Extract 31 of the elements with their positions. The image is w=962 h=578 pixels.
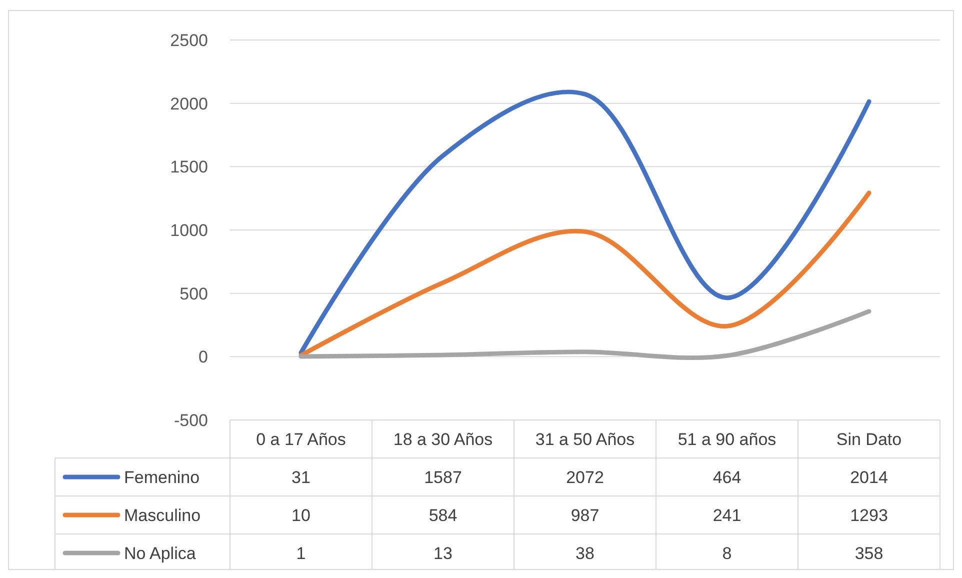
legend-label: Femenino	[124, 468, 200, 487]
legend-label: No Aplica	[124, 544, 196, 563]
data-label: 2072	[566, 468, 604, 487]
x-tick-label: 51 a 90 años	[678, 430, 776, 449]
data-label: 31	[292, 468, 310, 487]
data-label: 38	[576, 544, 594, 563]
data-label: 584	[428, 506, 458, 525]
data-label: 1	[296, 544, 306, 563]
y-tick-label: 500	[180, 284, 208, 304]
line-series	[298, 190, 872, 358]
y-tick-label: 2000	[170, 94, 208, 114]
x-tick-label: 31 a 50 Años	[535, 430, 635, 449]
x-tick-label: 18 a 30 Años	[393, 430, 493, 449]
data-label: 8	[722, 544, 732, 563]
y-tick-label: 0	[198, 348, 208, 367]
y-tick-label: 2500	[170, 30, 208, 50]
y-tick-label: 1500	[170, 158, 208, 177]
data-label: 10	[292, 506, 310, 525]
data-label: 2014	[850, 468, 888, 487]
data-label: 1587	[424, 468, 462, 487]
x-tick-label: Sin Dato	[836, 430, 902, 449]
y-tick-label: -500	[174, 410, 208, 430]
data-label: 358	[854, 544, 884, 563]
data-label: 987	[570, 506, 600, 525]
data-label: 464	[712, 468, 742, 487]
y-tick-label: 1000	[170, 220, 208, 240]
data-label: 13	[434, 544, 452, 563]
data-label: 1293	[850, 506, 888, 525]
data-label: 241	[712, 506, 742, 525]
legend-label: Masculino	[124, 506, 201, 525]
x-tick-label: 0 a 17 Años	[256, 430, 346, 449]
